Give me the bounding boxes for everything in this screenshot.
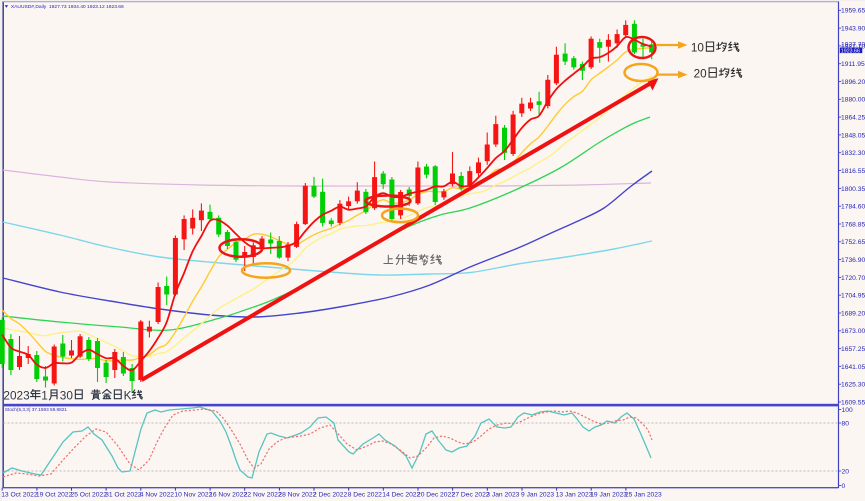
svg-text:1752.65: 1752.65 (841, 239, 865, 246)
svg-text:1864.25: 1864.25 (841, 115, 865, 122)
svg-text:1943.90: 1943.90 (841, 26, 865, 33)
svg-text:1896.20: 1896.20 (841, 79, 865, 86)
svg-text:1: 1 (41, 389, 48, 403)
svg-text:20: 20 (694, 68, 708, 81)
svg-text:1959.65: 1959.65 (841, 8, 865, 15)
svg-text:2 Dec 2022: 2 Dec 2022 (313, 492, 347, 499)
svg-text:80: 80 (842, 420, 850, 427)
svg-text:2023: 2023 (3, 389, 30, 403)
svg-text:19 Jan 2023: 19 Jan 2023 (590, 492, 627, 499)
svg-text:1689.20: 1689.20 (841, 310, 865, 317)
svg-text:1673.00: 1673.00 (841, 328, 865, 335)
svg-text:K: K (124, 389, 132, 403)
svg-text:1704.95: 1704.95 (841, 293, 865, 300)
svg-text:XAUUSD#,Daily 1927.73 1934.40: XAUUSD#,Daily 1927.73 1934.40 1923.12 19… (11, 4, 124, 10)
svg-text:13 Oct 2022: 13 Oct 2022 (1, 492, 38, 499)
svg-text:1911.95: 1911.95 (841, 61, 865, 68)
svg-text:20: 20 (842, 468, 850, 475)
svg-text:30: 30 (60, 389, 74, 403)
svg-text:0: 0 (842, 483, 846, 490)
svg-text:31 Oct 2022: 31 Oct 2022 (105, 492, 142, 499)
svg-text:1880.00: 1880.00 (841, 97, 865, 104)
svg-text:1800.35: 1800.35 (841, 186, 865, 193)
svg-text:25 Jan 2023: 25 Jan 2023 (625, 492, 662, 499)
svg-text:1768.85: 1768.85 (841, 221, 865, 228)
svg-text:16 Nov 2022: 16 Nov 2022 (209, 492, 247, 499)
svg-text:1736.90: 1736.90 (841, 257, 865, 264)
svg-text:100: 100 (842, 407, 853, 414)
svg-text:1720.70: 1720.70 (841, 275, 865, 282)
svg-text:1832.30: 1832.30 (841, 150, 865, 157)
svg-text:Stoch(5,3,3) 37.1593 59.8821: Stoch(5,3,3) 37.1593 59.8821 (5, 407, 67, 412)
svg-text:25 Oct 2022: 25 Oct 2022 (71, 492, 108, 499)
svg-text:13 Jan 2023: 13 Jan 2023 (556, 492, 593, 499)
svg-text:10 Nov 2022: 10 Nov 2022 (174, 492, 212, 499)
svg-text:3 Jan 2023: 3 Jan 2023 (486, 492, 519, 499)
svg-text:1927.70: 1927.70 (841, 42, 865, 49)
svg-text:1625.30: 1625.30 (841, 382, 865, 389)
svg-text:9 Jan 2023: 9 Jan 2023 (521, 492, 554, 499)
svg-text:8 Dec 2022: 8 Dec 2022 (348, 492, 382, 499)
svg-text:1657.25: 1657.25 (841, 346, 865, 353)
svg-text:28 Nov 2022: 28 Nov 2022 (278, 492, 316, 499)
svg-text:20 Dec 2022: 20 Dec 2022 (417, 492, 455, 499)
svg-text:14 Dec 2022: 14 Dec 2022 (382, 492, 420, 499)
svg-text:1641.05: 1641.05 (841, 364, 865, 371)
svg-text:1609.55: 1609.55 (841, 399, 865, 406)
svg-text:1784.60: 1784.60 (841, 204, 865, 211)
svg-text:1816.55: 1816.55 (841, 168, 865, 175)
svg-text:27 Dec 2022: 27 Dec 2022 (452, 492, 490, 499)
svg-text:4 Nov 2022: 4 Nov 2022 (140, 492, 174, 499)
svg-text:10: 10 (691, 42, 705, 55)
svg-text:1923.66: 1923.66 (841, 48, 860, 54)
svg-text:1927.70: 1927.70 (841, 43, 865, 50)
svg-text:1848.05: 1848.05 (841, 132, 865, 139)
svg-text:22 Nov 2022: 22 Nov 2022 (244, 492, 282, 499)
svg-text:19 Oct 2022: 19 Oct 2022 (36, 492, 73, 499)
